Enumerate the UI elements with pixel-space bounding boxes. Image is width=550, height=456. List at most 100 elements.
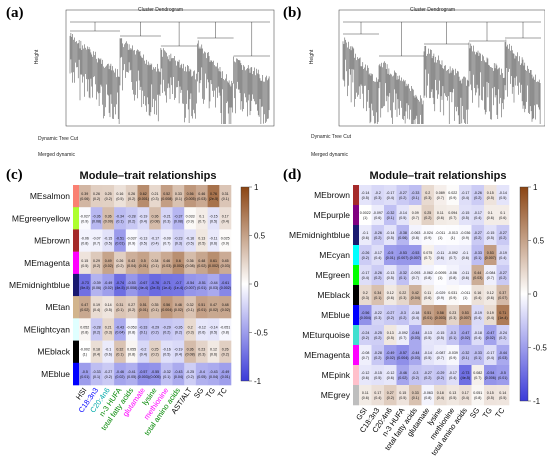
heatmap-cell-pvalue: (0.5) (105, 308, 112, 312)
heatmap-cell-pvalue: (0.2) (499, 236, 506, 240)
heatmap-cell-value: -0.17 (474, 211, 482, 215)
heatmap-cell-pvalue: (0.03) (197, 197, 206, 201)
column-label: TC (216, 386, 229, 400)
heatmap-cell-pvalue: (0.02) (398, 376, 407, 380)
heatmap-cell (484, 345, 497, 366)
heatmap-cell-value: 0.61 (210, 259, 217, 263)
heatmap-cell-value: -0.17 (386, 191, 394, 195)
heatmap-cell-pvalue: (0.5) (210, 219, 217, 223)
heatmap-cell (79, 362, 91, 386)
heatmap-cell (396, 365, 410, 386)
heatmap-cell (102, 318, 115, 341)
heatmap-cell-value: 0.12 (210, 348, 217, 352)
heatmap-cell-pvalue: (0.01) (139, 308, 148, 312)
heatmap-cell-value: 0.58 (437, 311, 444, 315)
heatmap-cell-value: -0.49 (386, 351, 394, 355)
heatmap-cell (90, 207, 103, 230)
heatmap-cell (484, 225, 497, 246)
heatmap-cell (219, 273, 232, 297)
heatmap-cell-pvalue: (0.3) (374, 316, 381, 320)
heatmap-cell-value: -0.33 (474, 251, 482, 255)
heatmap-cell-pvalue: (0.05) (127, 375, 136, 379)
heatmap-cell-value: -0.57 (139, 370, 147, 374)
heatmap-cell-value: -0.27 (386, 311, 394, 315)
heatmap-cell-pvalue: (0.5) (387, 236, 394, 240)
heatmap-cell-pvalue: (0.2) (151, 330, 158, 334)
heatmap-cell-pvalue: (0.5) (81, 264, 88, 268)
heatmap-cell (195, 273, 208, 297)
heatmap-cell-value: -0.19 (474, 311, 482, 315)
heatmap-cell-value: -0.1 (362, 231, 368, 235)
heatmap-cell (90, 229, 103, 252)
heatmap-cell-pvalue: (0.1) (151, 264, 158, 268)
heatmap-cell (160, 185, 173, 208)
heatmap-cell-pvalue: (0.7) (449, 216, 456, 220)
heatmap-cell-pvalue: (0.01) (423, 316, 432, 320)
column-label: TG (481, 406, 494, 420)
heatmap-cell-pvalue: (0.6) (362, 376, 369, 380)
heatmap-cell (219, 340, 232, 364)
row-label: MEmidnightblue (289, 230, 350, 240)
heatmap-cell-value: -0.11 (461, 271, 469, 275)
heatmap-cell-value: -0.3 (412, 371, 418, 375)
row-color-strip (73, 318, 79, 341)
heatmap-cell-value: 0.15 (487, 391, 494, 395)
heatmap-cell-pvalue: (0.2) (374, 276, 381, 280)
heatmap-cell (359, 325, 372, 346)
dendrogram-b-plot (338, 9, 545, 127)
heatmap-cell-pvalue: (4e-5) (115, 286, 125, 290)
colorbar-tick-label: -1 (533, 397, 541, 406)
heatmap-cell-pvalue: (0.4) (374, 396, 381, 400)
heatmap-cell-value: -0.46 (399, 371, 407, 375)
heatmap-cell-pvalue: (0.01) (197, 308, 206, 312)
heatmap-cell-pvalue: (0.1) (474, 256, 481, 260)
heatmap-cell-value: -0.063 (423, 391, 433, 395)
heatmap-cell-pvalue: (1e-4) (174, 286, 184, 290)
heatmap-cell-pvalue: (0.003) (138, 375, 149, 379)
heatmap-cell-value: -0.74 (116, 281, 124, 285)
heatmap-cell (459, 265, 472, 286)
heatmap-cell-pvalue: (1) (463, 296, 467, 300)
heatmap-cell-value: 0.2 (425, 191, 430, 195)
heatmap-cell-value: 0.46 (175, 303, 182, 307)
colorbar (240, 186, 250, 382)
heatmap-cell (137, 362, 150, 386)
heatmap-cell-value: 0.19 (93, 303, 100, 307)
heatmap-cell-value: 0.1 (199, 214, 204, 218)
heatmap-cell-pvalue: (0.8) (474, 396, 481, 400)
heatmap-cell-pvalue: (0.002) (220, 286, 231, 290)
heatmap-cell-value: 0.26 (222, 348, 229, 352)
heatmap-cell-value: 0.52 (163, 192, 170, 196)
heatmap-cell (207, 318, 220, 341)
heatmap-cell-value: -0.27 (499, 231, 507, 235)
heatmap-cell-value: -0.76 (151, 281, 159, 285)
heatmap-cell-pvalue: (1e-4) (498, 316, 508, 320)
heatmap-cell-pvalue: (0.1) (163, 375, 170, 379)
heatmap-cell (79, 340, 91, 364)
heatmap-cell-pvalue: (0.02) (115, 375, 124, 379)
heatmap-cell-pvalue: (0.6) (424, 296, 431, 300)
heatmap-cell (195, 362, 208, 386)
heatmap-cell-pvalue: (0.002) (173, 264, 184, 268)
heatmap-cell (90, 340, 103, 364)
heatmap-cell-pvalue: (0.01) (80, 375, 89, 379)
heatmap-cell-value: -0.32 (399, 271, 407, 275)
dendrogram-a: Cluster Dendrogram Height Dynamic Tree C… (30, 4, 275, 162)
heatmap-cell-value: 0.71 (499, 311, 506, 315)
heatmap-cell (207, 362, 220, 386)
heatmap-cell (434, 265, 447, 286)
heatmap-cell-pvalue: (0.08) (185, 353, 194, 357)
heatmap-cell-value: 0.16 (116, 192, 123, 196)
row-label: MEcyan (319, 250, 350, 260)
heatmap-cell-value: 0.2 (363, 291, 368, 295)
heatmap-cell (496, 325, 510, 346)
heatmap-cell (172, 273, 185, 297)
heatmap-cell-value: 0.18 (93, 348, 100, 352)
heatmap-cell-pvalue: (0.2) (387, 316, 394, 320)
heatmap-cell-pvalue: (0.006) (485, 376, 496, 380)
heatmap-cell-value: 0.14 (105, 303, 112, 307)
heatmap-cell-value: 0.36 (187, 259, 194, 263)
heatmap-cell-value: -0.54 (486, 371, 494, 375)
heatmap-cell (421, 265, 435, 286)
heatmap-cell (409, 345, 422, 366)
